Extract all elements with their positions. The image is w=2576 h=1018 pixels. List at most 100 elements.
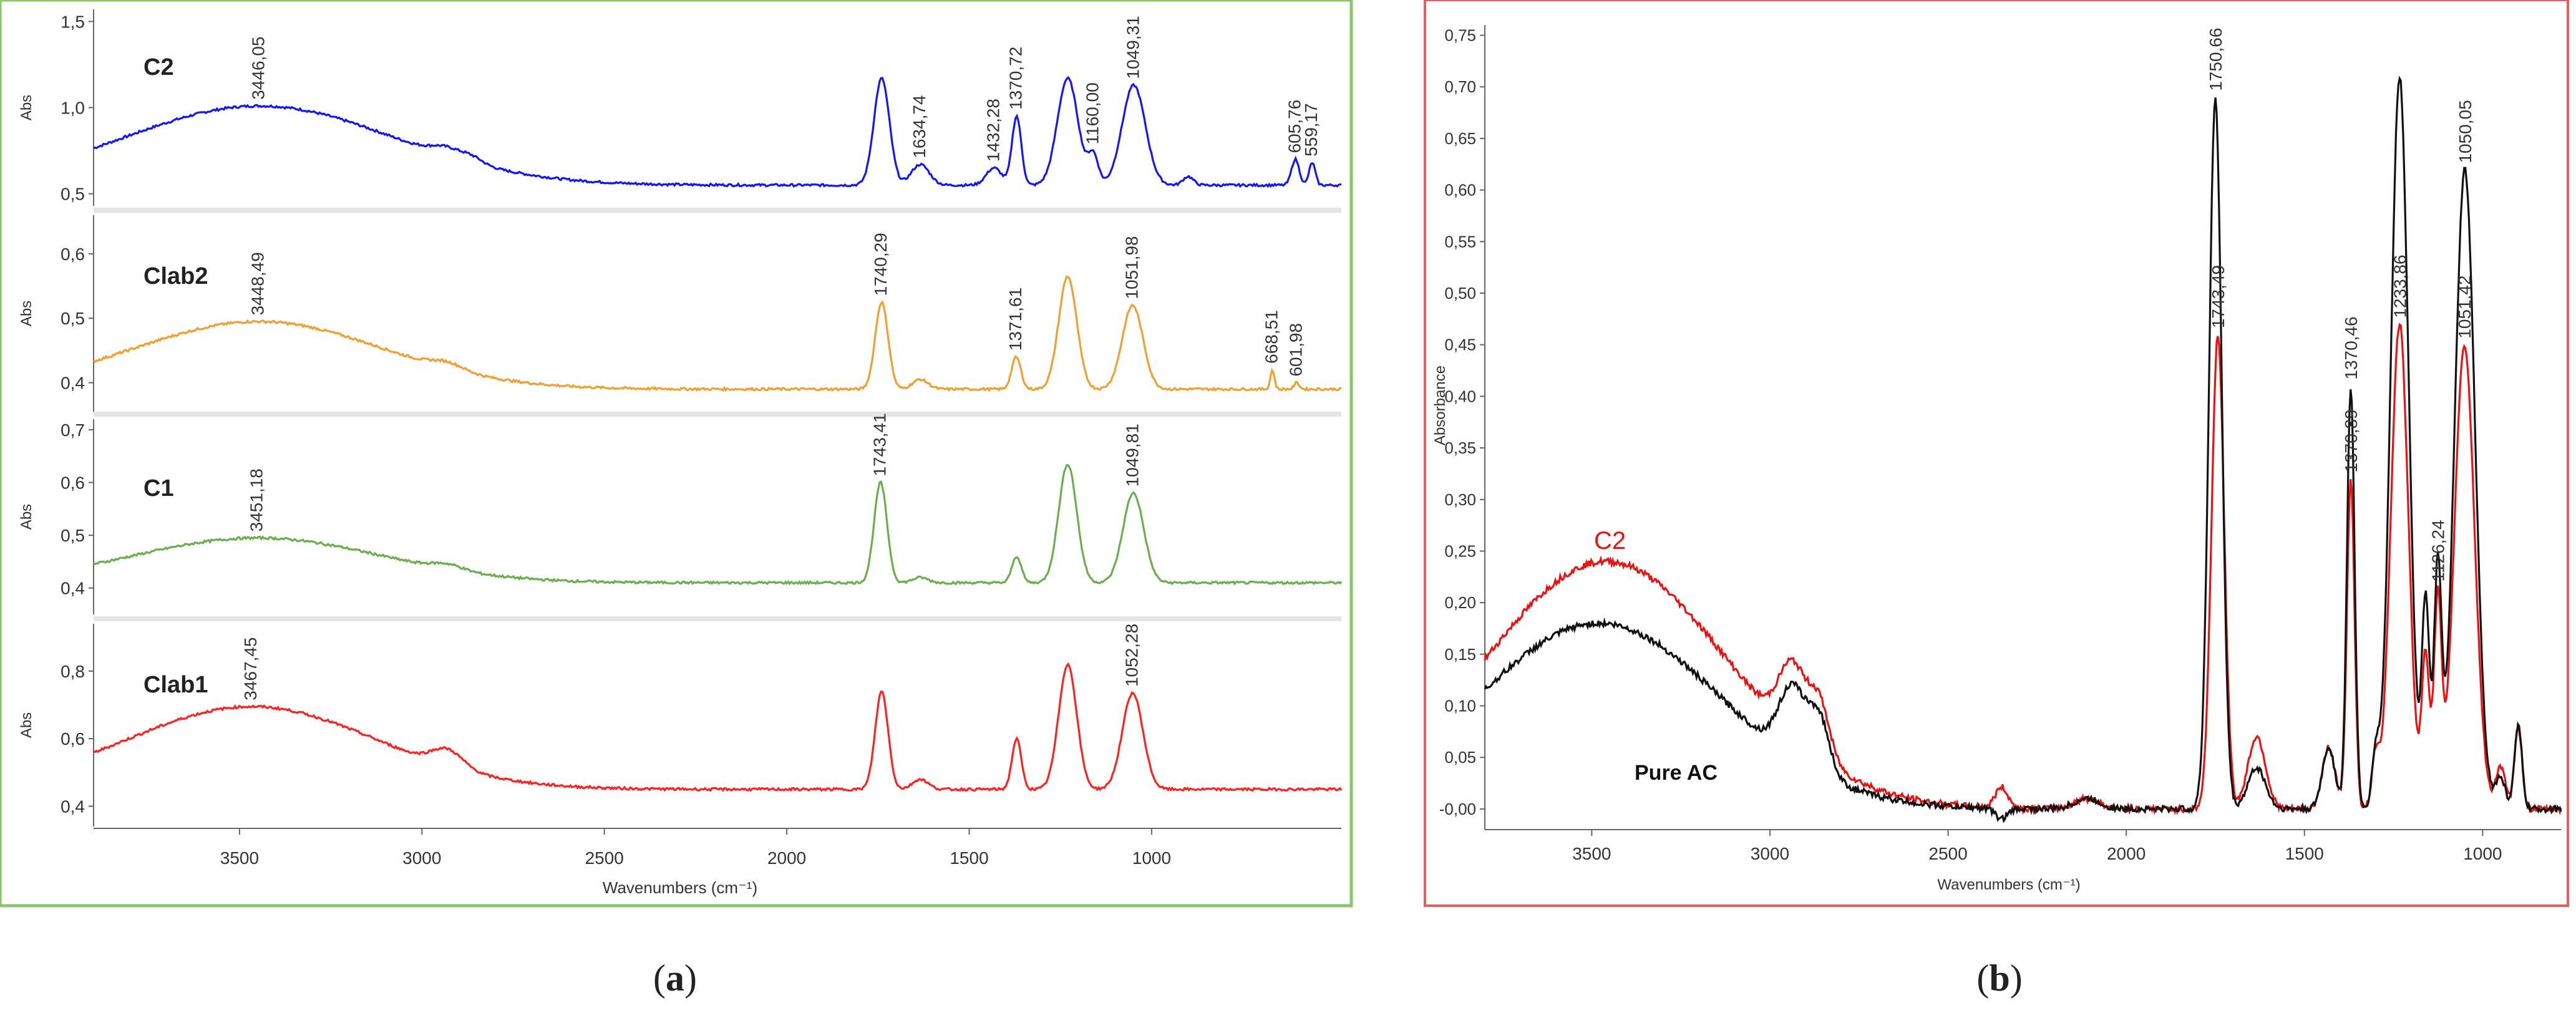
- y-axis-label: Abs: [18, 95, 35, 120]
- peak-annotation: 559,17: [1301, 103, 1321, 157]
- y-tick-label: 0,6: [61, 729, 85, 749]
- x-tick-label: 3500: [220, 848, 259, 868]
- peak-annotation: 1049,81: [1123, 424, 1142, 487]
- y-tick-label: 0,6: [61, 245, 85, 264]
- spectrum-line: [92, 274, 1342, 392]
- caption-a-label: a: [666, 957, 684, 999]
- subplot-separator: [94, 208, 1341, 213]
- panel-a-frame: [0, 0, 1353, 908]
- series-label: C2: [143, 54, 174, 80]
- peak-annotation: 1432,28: [983, 99, 1003, 162]
- y-tick-label: 0,25: [1444, 541, 1476, 560]
- peak-annotation: 668,51: [1261, 310, 1281, 364]
- peak-annotation: 1371,61: [1006, 288, 1025, 351]
- peak-annotation: 1050,05: [2456, 100, 2475, 163]
- peak-annotation: 3451,18: [247, 468, 266, 531]
- panel-a-chart: 0,5 1,0 1,5 Abs C2 3446,05 1634,74 1432,281370,…: [0, 0, 1353, 908]
- y-tick-label: 0,15: [1444, 645, 1476, 664]
- peak-annotation: 1750,66: [2206, 28, 2225, 91]
- peak-annotation: 1052,28: [1122, 624, 1141, 687]
- svg-text:(b): (b): [1976, 957, 2022, 999]
- y-tick-label: 0,40: [1444, 387, 1476, 405]
- caption-a: (a): [653, 957, 697, 999]
- y-tick-label: 0,10: [1444, 697, 1476, 715]
- y-tick-label: 0,4: [61, 797, 85, 817]
- y-axis-label: Abs: [18, 504, 35, 530]
- panel-a-x-axis: 3500 3000 2500 2000 1500 1000: [94, 828, 1341, 868]
- peak-annotation: 1740,29: [871, 233, 890, 296]
- panel-b-chart: -0,00 0,05 0,10 0,15 0,20 0,25 0,30 0,35 0,40 0,4…: [1424, 0, 2569, 907]
- subplot-clab2: 0,4 0,5 0,6 Abs Clab2 3448,49 1740,29 1371,61 10…: [18, 208, 1342, 412]
- spectrum-line: [93, 75, 1342, 188]
- series-label: C1: [143, 475, 174, 502]
- peak-annotation: 1126,24: [2428, 520, 2447, 581]
- y-tick-label: 0,5: [61, 526, 85, 545]
- panel-b-y-axis-label: Absorbance: [1432, 366, 1449, 445]
- y-tick-label: 0,60: [1444, 181, 1476, 200]
- series-label: Clab1: [143, 672, 208, 698]
- series-label-c2: C2: [1594, 527, 1626, 555]
- subplot-separator: [94, 412, 1341, 417]
- y-tick-label: 0,4: [61, 374, 85, 393]
- y-tick-label: 0,8: [61, 662, 85, 681]
- subplot-clab1: 0,4 0,6 0,8 Abs Clab1 3467,45 1052,28: [18, 616, 1343, 827]
- peak-annotation: 1370,89: [2341, 409, 2361, 472]
- peak-annotation: 3467,45: [241, 637, 260, 700]
- x-tick-label: 2000: [2107, 844, 2146, 863]
- peak-annotation: 1370,72: [1006, 47, 1026, 110]
- peak-annotation: 1743,41: [870, 413, 889, 476]
- peak-annotation: 1051,42: [2455, 275, 2474, 338]
- x-tick-label: 2500: [585, 848, 624, 868]
- y-tick-label: 0,20: [1444, 593, 1476, 612]
- peak-annotation: 1743,49: [2209, 265, 2228, 328]
- x-tick-label: 1000: [2463, 844, 2502, 863]
- spectrum-line-pure-ac: [1484, 75, 2562, 823]
- peak-annotation: 3446,05: [248, 37, 268, 100]
- y-tick-label: 0,30: [1444, 490, 1476, 509]
- x-tick-label: 2000: [767, 848, 806, 868]
- x-tick-label: 3000: [402, 848, 441, 868]
- x-tick-label: 1500: [2285, 844, 2324, 863]
- spectrum-line-c2: [1484, 322, 2562, 816]
- x-tick-label: 1000: [1132, 848, 1171, 868]
- x-tick-label: 3500: [1572, 844, 1611, 863]
- y-tick-label: 0,65: [1444, 129, 1476, 148]
- y-tick-label: 1,0: [61, 99, 85, 118]
- y-tick-label: 0,35: [1444, 439, 1476, 457]
- peak-annotation: 3448,49: [248, 252, 267, 315]
- y-tick-label: 0,7: [61, 420, 85, 440]
- x-tick-label: 2500: [1928, 844, 1967, 863]
- series-label: Clab2: [143, 263, 208, 289]
- peak-annotation: 1370,46: [2341, 316, 2361, 379]
- y-tick-label: 0,5: [61, 309, 85, 328]
- y-tick-label: 1,5: [61, 12, 85, 31]
- y-tick-label: 0,75: [1444, 26, 1476, 45]
- y-tick-label: 0,55: [1444, 232, 1476, 251]
- peak-annotation: 605,76: [1285, 100, 1304, 153]
- y-tick-label: 0,6: [61, 473, 85, 493]
- spectrum-line: [93, 662, 1343, 792]
- x-tick-label: 3000: [1751, 844, 1789, 863]
- peak-annotation: 1049,31: [1123, 16, 1142, 79]
- caption-b-label: b: [1989, 957, 2010, 999]
- panel-a-x-axis-label: Wavenumbers (cm⁻¹): [603, 878, 757, 897]
- peak-annotation: 1051,98: [1122, 236, 1141, 299]
- y-tick-label: 0,70: [1444, 77, 1476, 96]
- caption-b: (b): [1976, 957, 2022, 999]
- y-tick-label: 0,4: [61, 579, 85, 598]
- y-tick-label: 0,5: [61, 185, 85, 204]
- peak-annotation: 1233,86: [2390, 254, 2409, 318]
- peak-annotation: 1634,74: [910, 95, 929, 158]
- peak-annotation: 601,98: [1286, 323, 1306, 377]
- y-tick-label: 0,05: [1444, 748, 1476, 767]
- subplot-c1: 0,4 0,5 0,6 0,7 Abs C1 3451,18 1743,41 1049,81: [18, 412, 1343, 614]
- peak-annotation: 1160,00: [1082, 82, 1102, 144]
- svg-text:(a): (a): [653, 957, 697, 999]
- y-tick-label: 0,45: [1444, 336, 1476, 354]
- subplot-c2: 0,5 1,0 1,5 Abs C2 3446,05 1634,74 1432,281370,…: [18, 9, 1342, 206]
- subplot-separator: [94, 616, 1341, 621]
- spectrum-line: [93, 463, 1343, 586]
- y-axis-label: Abs: [18, 301, 35, 326]
- y-axis-label: Abs: [18, 712, 35, 738]
